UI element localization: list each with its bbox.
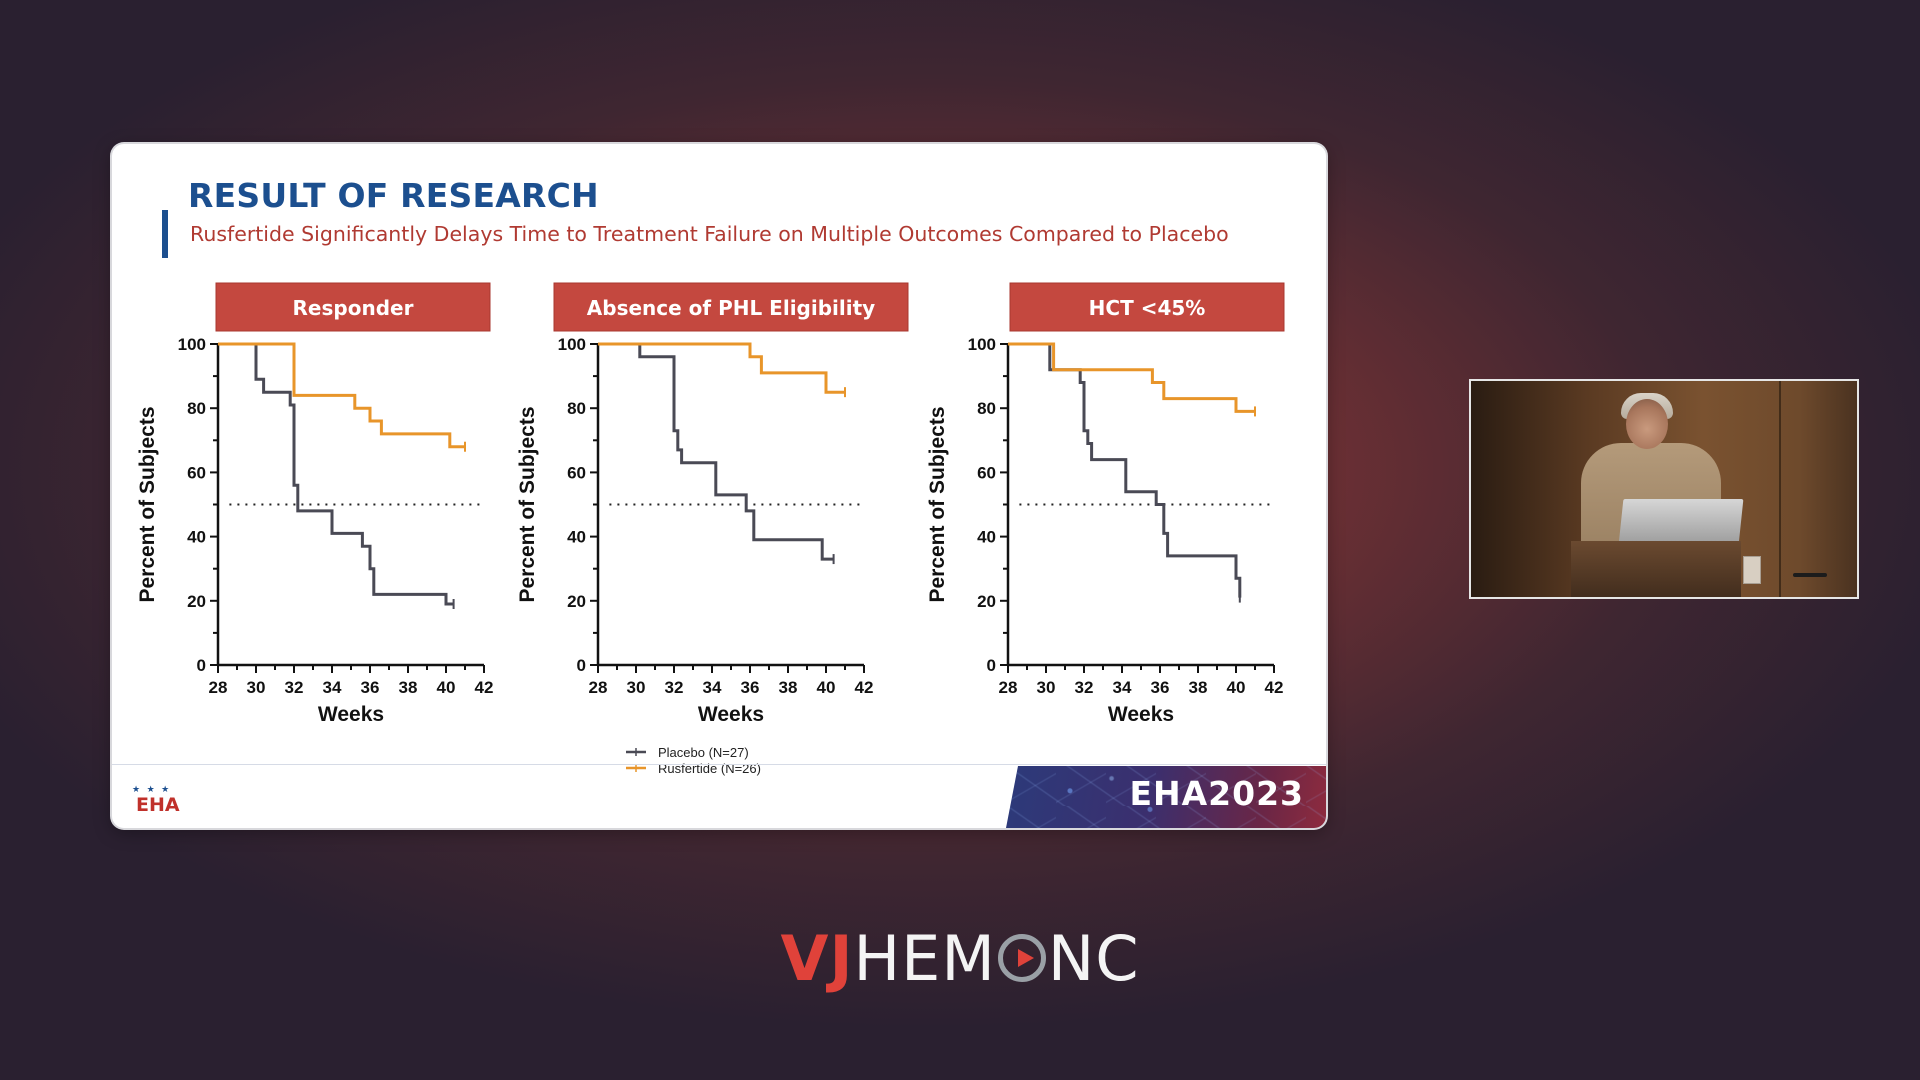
light-switch-icon	[1743, 556, 1761, 584]
speaker-video-feed	[1469, 379, 1859, 599]
chart-title: Absence of PHL Eligibility	[587, 296, 875, 320]
x-tick-label: 30	[247, 678, 266, 697]
eha2023-banner: EHA2023	[1006, 766, 1326, 828]
y-tick-label: 100	[178, 335, 206, 354]
x-tick-label: 40	[817, 678, 836, 697]
play-circle-icon	[997, 934, 1046, 982]
footer-divider	[112, 764, 1326, 765]
brand-nc: NC	[1047, 922, 1140, 995]
y-axis-label: Percent of Subjects	[516, 406, 539, 602]
y-tick-label: 0	[577, 656, 586, 675]
brand-hem: HEM	[853, 922, 996, 995]
placebo-curve	[218, 342, 454, 606]
x-tick-label: 40	[437, 678, 456, 697]
placebo-curve	[1008, 342, 1242, 598]
x-tick-label: 30	[1037, 678, 1056, 697]
y-tick-label: 20	[567, 592, 586, 611]
chart-header-box	[215, 282, 491, 332]
y-tick-label: 20	[187, 592, 206, 611]
y-tick-label: 0	[197, 656, 206, 675]
chart-1: Responder 0 20 40 60 80 100 28 30 32 34 36 38 40 42 Wee…	[136, 282, 494, 726]
charts-canvas: Responder 0 20 40 60 80 100 28 30 32 34 36 38 40 42 Wee…	[136, 282, 1285, 776]
y-tick-label: 40	[187, 528, 206, 547]
x-axis-label: Weeks	[698, 703, 764, 726]
slide-subtitle: Rusfertide Significantly Delays Time to …	[190, 222, 1229, 246]
x-tick-label: 36	[1151, 678, 1170, 697]
eha-stars-icon: ★ ★ ★	[132, 784, 172, 794]
x-tick-label: 32	[1075, 678, 1094, 697]
vjhemonc-logo: VJHEM NC	[0, 922, 1920, 995]
y-tick-label: 20	[977, 592, 996, 611]
x-tick-label: 38	[779, 678, 798, 697]
x-tick-label: 28	[589, 678, 608, 697]
x-tick-label: 28	[209, 678, 228, 697]
rusfertide-curve	[218, 342, 465, 449]
chart-header-box	[1009, 282, 1285, 332]
y-tick-label: 60	[977, 463, 996, 482]
x-tick-label: 40	[1227, 678, 1246, 697]
slide-title: RESULT OF RESEARCH	[188, 176, 599, 215]
title-accent-bar	[162, 210, 168, 258]
x-tick-label: 42	[475, 678, 494, 697]
chart-legend: Placebo (N=27)Rusfertide (N=26)	[626, 745, 761, 776]
y-tick-label: 40	[567, 528, 586, 547]
chart-2: Absence of PHL Eligibility 0 20 40 60 80 100 28…	[516, 282, 909, 726]
x-tick-label: 34	[1113, 678, 1132, 697]
x-tick-label: 42	[855, 678, 874, 697]
presentation-slide: RESULT OF RESEARCH Rusfertide Significan…	[112, 144, 1326, 828]
wall-panel-line	[1779, 381, 1781, 597]
x-tick-label: 38	[399, 678, 418, 697]
y-tick-label: 80	[567, 399, 586, 418]
y-tick-label: 80	[977, 399, 996, 418]
eha2023-label: EHA2023	[1129, 774, 1304, 813]
y-axis-label: Percent of Subjects	[136, 406, 159, 602]
network-pattern-icon	[1006, 766, 1326, 828]
chart-header-box	[553, 282, 909, 332]
y-tick-label: 100	[558, 335, 586, 354]
placebo-curve	[598, 342, 834, 561]
y-tick-label: 100	[968, 335, 996, 354]
y-tick-label: 40	[977, 528, 996, 547]
chart-3: HCT <45% 0 20 40 60 80 100 28 30 32 34 36 38 40 42 Week…	[926, 282, 1285, 726]
speaker-head	[1626, 399, 1668, 449]
x-tick-label: 34	[323, 678, 342, 697]
x-axis-label: Weeks	[318, 703, 384, 726]
x-tick-label: 30	[627, 678, 646, 697]
brand-vj: VJ	[780, 922, 854, 995]
x-tick-label: 32	[285, 678, 304, 697]
x-axis-label: Weeks	[1108, 703, 1174, 726]
eha-logo-text: EHA	[136, 794, 180, 816]
chart-title: HCT <45%	[1089, 296, 1206, 320]
door-handle-icon	[1793, 573, 1827, 577]
x-tick-label: 34	[703, 678, 722, 697]
x-tick-label: 42	[1265, 678, 1284, 697]
eha-logo: ★ ★ ★ EHA	[128, 784, 188, 818]
legend-placebo-label: Placebo (N=27)	[658, 745, 749, 760]
laptop-icon	[1618, 499, 1744, 545]
chart-title: Responder	[293, 296, 414, 320]
y-tick-label: 0	[987, 656, 996, 675]
x-tick-label: 38	[1189, 678, 1208, 697]
x-tick-label: 28	[999, 678, 1018, 697]
podium	[1571, 541, 1741, 597]
x-tick-label: 36	[741, 678, 760, 697]
rusfertide-curve	[1008, 342, 1255, 413]
y-tick-label: 60	[567, 463, 586, 482]
x-tick-label: 36	[361, 678, 380, 697]
y-tick-label: 80	[187, 399, 206, 418]
y-axis-label: Percent of Subjects	[926, 406, 949, 602]
y-tick-label: 60	[187, 463, 206, 482]
rusfertide-curve	[598, 342, 845, 394]
x-tick-label: 32	[665, 678, 684, 697]
